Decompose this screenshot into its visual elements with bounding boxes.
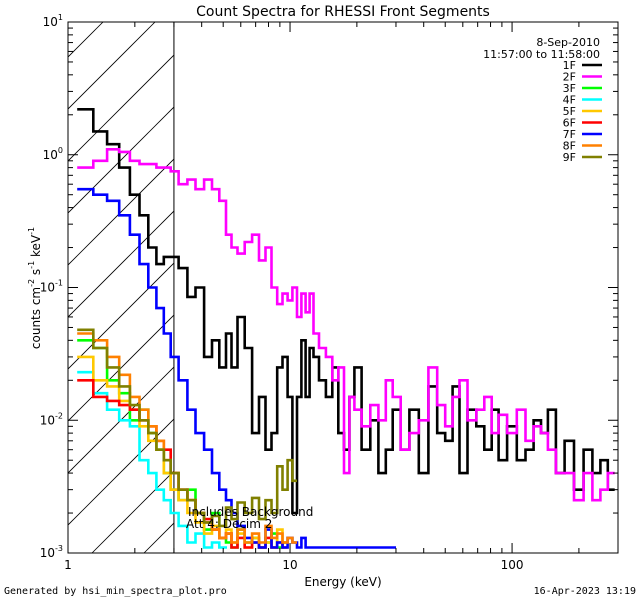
legend-label: 9F — [563, 151, 576, 164]
footer-timestamp: 16-Apr-2023 13:19 — [534, 586, 636, 597]
hatch-line — [248, 0, 640, 553]
y-axis-ticks: 10-3 10-2 10-1 100 101 — [40, 13, 618, 560]
hatch-line — [68, 314, 174, 422]
series-9f — [77, 328, 297, 528]
hatch-line — [0, 0, 28, 553]
y-tick-label: 101 — [43, 13, 63, 29]
hatch-line — [300, 0, 640, 553]
legend-label: 8F — [563, 140, 576, 153]
legend-label: 1F — [563, 59, 576, 72]
legend-label: 3F — [563, 82, 576, 95]
hatch-line — [68, 106, 174, 214]
y-tick-label: 10-3 — [40, 544, 63, 560]
series-2f — [77, 148, 615, 502]
hatch-line — [352, 0, 640, 553]
x-tick-label: 1 — [64, 558, 72, 572]
hatch-line — [68, 366, 174, 474]
hatch-line — [68, 54, 174, 162]
series-8f — [77, 332, 297, 544]
hatch-line — [68, 262, 174, 370]
x-axis-label: Energy (keV) — [304, 575, 381, 589]
y-axis-label: counts cm-2 s-1 keV-1 — [27, 227, 43, 349]
series-4f — [77, 370, 227, 549]
hatch-line — [612, 0, 640, 553]
hatch-line — [456, 0, 640, 553]
time-range-label: 11:57:00 to 11:58:00 — [483, 48, 600, 61]
date-label: 8-Sep-2010 — [536, 36, 600, 49]
hatch-line — [404, 0, 640, 553]
hatch-line — [68, 210, 174, 318]
y-tick-label: 100 — [43, 146, 63, 162]
legend-label: 7F — [563, 128, 576, 141]
x-tick-label: 100 — [501, 558, 524, 572]
hatch-lines — [0, 0, 640, 553]
annotation-background: Includes Background — [188, 505, 313, 519]
excluded-energy-hatch — [0, 0, 640, 553]
legend-label: 5F — [563, 105, 576, 118]
hatch-line — [68, 22, 104, 58]
x-axis-ticks: 1 10 100 — [64, 22, 619, 572]
y-tick-label: 10-2 — [40, 411, 63, 427]
chart-title: Count Spectra for RHESSI Front Segments — [196, 4, 490, 20]
y-tick-label: 10-1 — [40, 279, 63, 295]
hatch-line — [68, 22, 156, 110]
legend-label: 2F — [563, 71, 576, 84]
x-tick-label: 10 — [282, 558, 297, 572]
legend-label: 6F — [563, 117, 576, 130]
footer-generator: Generated by hsi_min_spectra_plot.pro — [4, 586, 227, 597]
annotation-attenuator: Att 4: Decim 2 — [186, 517, 272, 531]
series-1f — [77, 108, 615, 515]
hatch-line — [68, 418, 174, 526]
legend-label: 4F — [563, 94, 576, 107]
series-group — [77, 108, 615, 549]
